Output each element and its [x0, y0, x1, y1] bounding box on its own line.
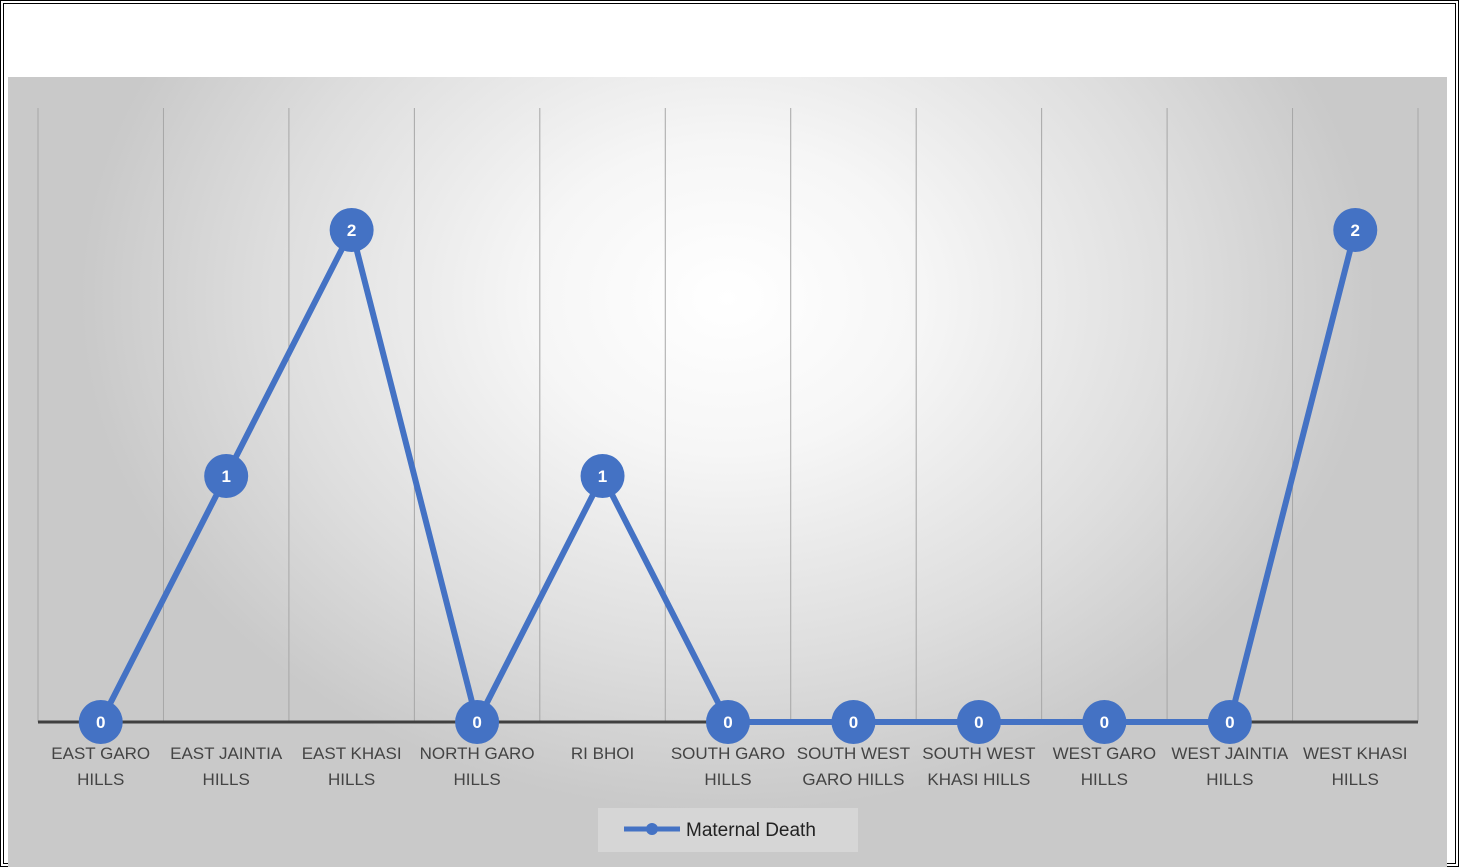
data-label: 0	[96, 713, 105, 732]
point-marker	[580, 454, 625, 498]
data-label: 1	[598, 467, 607, 486]
data-point: 0	[831, 700, 876, 744]
category-label: WEST JAINTIA HILLS	[1171, 744, 1288, 789]
data-point: 2	[329, 208, 374, 252]
data-label: 2	[347, 221, 356, 240]
data-label: 0	[974, 713, 983, 732]
data-point: 1	[580, 454, 625, 498]
category-label: SOUTH WEST KHASI HILLS	[922, 744, 1035, 789]
data-point: 0	[956, 700, 1001, 744]
category-label: RI BHOI	[571, 744, 634, 763]
category-labels: EAST GARO HILLS EAST JAINTIA HILLS EAST KHAS…	[51, 744, 1407, 789]
point-marker	[706, 700, 750, 744]
data-label: 2	[1351, 221, 1360, 240]
data-label: 0	[849, 713, 858, 732]
data-point: 0	[706, 700, 750, 744]
category-label: NORTH GARO HILLS	[420, 744, 535, 789]
category-label: WEST KHASI HILLS	[1303, 744, 1408, 789]
data-label: 0	[472, 713, 481, 732]
point-marker	[455, 700, 500, 744]
data-label: 1	[221, 467, 230, 486]
point-marker	[1207, 700, 1252, 744]
category-label: SOUTH GARO HILLS	[671, 744, 785, 789]
data-label: 0	[1225, 713, 1234, 732]
point-marker	[204, 454, 249, 498]
data-point: 0	[1082, 700, 1127, 744]
category-label: SOUTH WEST GARO HILLS	[797, 744, 910, 789]
category-label: WEST GARO HILLS	[1053, 744, 1157, 789]
point-marker	[329, 208, 374, 252]
data-point: 0	[455, 700, 500, 744]
data-point: 1	[204, 454, 249, 498]
point-marker	[831, 700, 876, 744]
data-point: 0	[78, 700, 123, 744]
data-label: 0	[723, 713, 732, 732]
point-marker	[956, 700, 1001, 744]
legend: Maternal Death	[598, 808, 858, 852]
legend-label: Maternal Death	[686, 820, 816, 841]
gridlines	[37, 108, 1419, 722]
category-label: EAST GARO HILLS	[51, 744, 150, 789]
category-label: EAST JAINTIA HILLS	[170, 744, 283, 789]
data-label: 0	[1100, 713, 1109, 732]
legend-marker	[646, 823, 658, 835]
point-marker	[78, 700, 123, 744]
point-marker	[1082, 700, 1127, 744]
category-label: EAST KHASI HILLS	[302, 744, 402, 789]
data-point: 2	[1333, 208, 1378, 252]
data-points: 0 1 2 0 1 0 0 0 0 0 2	[78, 208, 1378, 744]
point-marker	[1333, 208, 1378, 252]
data-point: 0	[1207, 700, 1252, 744]
